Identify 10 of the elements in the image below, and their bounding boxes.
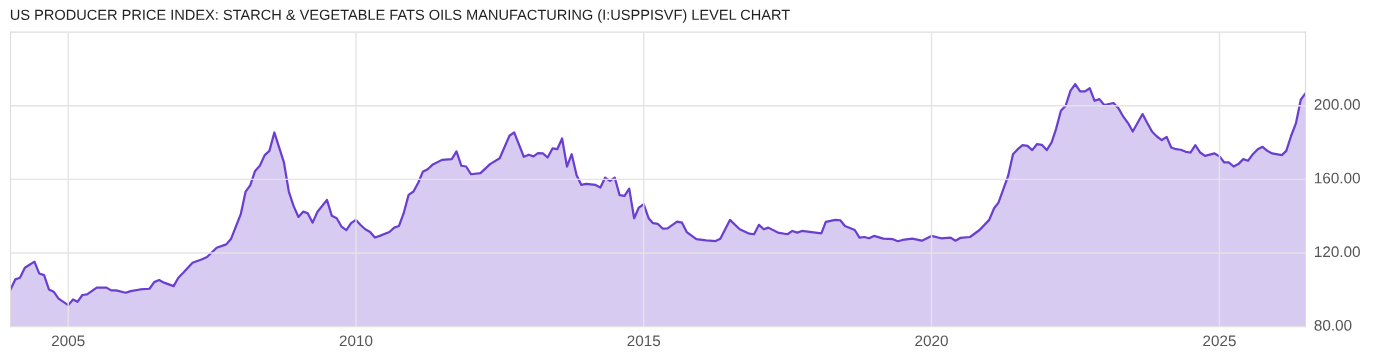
x-tick-label: 2020	[915, 335, 948, 347]
y-tick-label: 160.00	[1315, 172, 1360, 184]
y-tick-label: 200.00	[1314, 99, 1360, 110]
y-tick-label: 120.00	[1315, 246, 1360, 258]
x-tick-label: 2015	[627, 335, 661, 347]
x-tick-label: 2010	[339, 335, 373, 347]
x-tick-label: 2005	[51, 335, 85, 347]
x-tick-label: 2025	[1203, 335, 1236, 347]
y-tick-label: 80.00	[1314, 319, 1352, 331]
chart-title: US PRODUCER PRICE INDEX: STARCH & VEGETABLE FATS OILS MANUFACTURING (I:USPPISVF) LEVEL CHART	[10, 9, 790, 23]
